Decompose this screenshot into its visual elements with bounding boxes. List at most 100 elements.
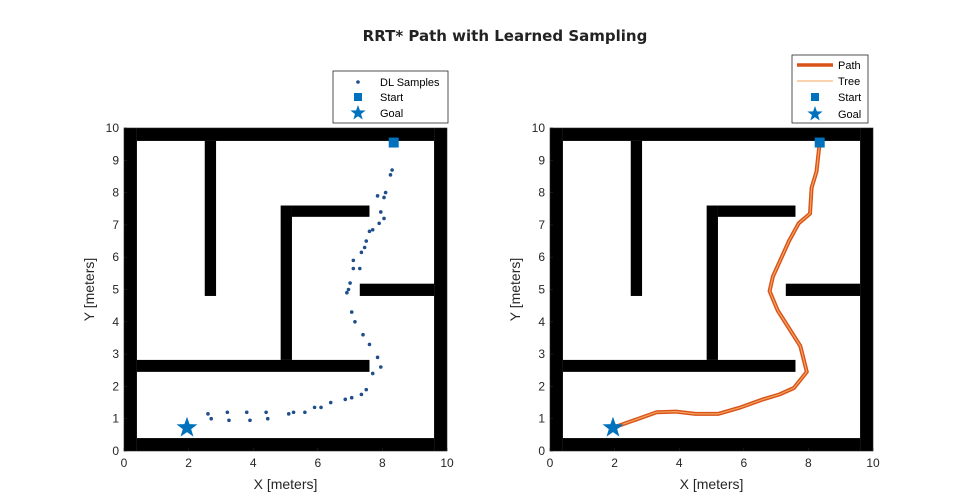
dl-sample-point	[227, 418, 231, 423]
dl-sample-point	[378, 365, 383, 369]
wall-segment	[124, 128, 137, 451]
axis-ticks: 0 2 4 6 8 10 0 1 2 3 4 5 6 7 8 9 10	[532, 121, 880, 470]
wall-segment	[562, 438, 861, 451]
wall-segment	[785, 283, 861, 296]
wall-segment	[562, 128, 861, 141]
legend-label-start: Start	[380, 92, 403, 104]
figure-title: RRT* Path with Learned Sampling	[363, 27, 648, 45]
y-tick-label: 10	[532, 121, 546, 135]
x-tick-label: 4	[250, 456, 257, 470]
start-goal-markers	[176, 137, 399, 437]
legend-label-dl-samples: DL Samples	[380, 77, 440, 89]
goal-star-icon	[602, 416, 624, 437]
wall-segment	[204, 140, 217, 296]
wall-segment	[136, 128, 435, 141]
right-plot: 0 2 4 6 8 10 0 1 2 3 4 5 6 7 8 9 10 X [meters] Y [meters…	[507, 54, 880, 492]
dl-sample-point	[370, 227, 375, 232]
dl-sample-point	[367, 229, 372, 234]
dl-sample-point	[359, 250, 364, 255]
goal-star-icon	[176, 416, 198, 437]
y-tick-label: 5	[112, 283, 119, 297]
left-plot: 0 2 4 6 8 10 0 1 2 3 4 5 6 7 8 9 10 X [meters] Y [meters…	[81, 70, 454, 492]
dl-sample-point	[349, 395, 354, 400]
wall-segment	[136, 359, 370, 372]
dl-samples-series	[206, 168, 394, 423]
start-legend-marker	[354, 93, 362, 101]
y-tick-label: 0	[112, 444, 119, 458]
start-marker	[388, 137, 399, 148]
dl-sample-point	[383, 190, 388, 195]
x-tick-label: 2	[611, 456, 618, 470]
dl-sample-point	[351, 258, 356, 263]
legend-label-path: Path	[838, 60, 861, 72]
y-tick-label: 1	[538, 412, 545, 426]
x-tick-label: 0	[547, 456, 554, 470]
x-tick-label: 0	[121, 456, 128, 470]
x-axis-label: X [meters]	[680, 476, 744, 492]
dl-sample-point	[388, 173, 393, 177]
dl-sample-point	[209, 416, 214, 421]
legend-label-goal: Goal	[380, 108, 403, 120]
dl-sample-point	[364, 387, 369, 392]
start-legend-marker	[811, 93, 819, 101]
legend-label-goal: Goal	[838, 109, 861, 121]
dl-sample-point	[264, 410, 268, 415]
dl-sample-point	[377, 221, 381, 226]
y-tick-label: 10	[106, 121, 120, 135]
dl-sample-point	[248, 418, 252, 423]
x-tick-label: 6	[740, 456, 747, 470]
star-icon	[350, 105, 366, 120]
dl-sample-point	[244, 410, 249, 415]
dl-sample-point	[319, 405, 323, 410]
wall-segment	[630, 140, 643, 296]
dl-sample-point	[343, 397, 348, 402]
x-tick-label: 8	[805, 456, 812, 470]
axis-ticks: 0 2 4 6 8 10 0 1 2 3 4 5 6 7 8 9 10	[106, 121, 454, 470]
dl-sample-point	[328, 400, 333, 405]
y-tick-label: 8	[112, 186, 119, 200]
x-tick-label: 2	[185, 456, 192, 470]
dl-sample-point	[351, 266, 356, 271]
dl-sample-point	[312, 405, 317, 410]
legend-label-tree: Tree	[838, 76, 860, 88]
y-tick-label: 2	[112, 379, 119, 393]
dl-sample-point	[286, 412, 291, 416]
dl-sample-point	[225, 410, 230, 415]
dl-sample-point	[291, 410, 296, 415]
y-tick-label: 7	[538, 218, 545, 232]
dl-samples-legend-marker	[356, 80, 360, 84]
legend-label-start: Start	[838, 92, 861, 104]
y-tick-label: 9	[538, 153, 545, 167]
dl-sample-point	[382, 216, 386, 221]
wall-segment	[562, 359, 796, 372]
dl-sample-point	[206, 412, 210, 416]
wall-segment	[717, 205, 796, 217]
dl-sample-point	[382, 195, 386, 200]
wall-segment	[359, 283, 435, 296]
y-tick-label: 4	[112, 315, 119, 329]
legend: Path Tree Start Goal	[791, 54, 869, 124]
dl-sample-point	[353, 320, 357, 324]
x-tick-label: 8	[379, 456, 386, 470]
y-axis-label: Y [meters]	[507, 258, 523, 322]
dl-sample-point	[375, 355, 380, 360]
wall-segment	[280, 205, 292, 360]
dl-sample-point	[361, 332, 365, 337]
dl-sample-point	[348, 281, 352, 285]
path-series	[611, 140, 822, 430]
wall-segment	[291, 205, 370, 217]
dl-sample-point	[362, 245, 367, 250]
dl-sample-point	[364, 239, 369, 243]
y-tick-label: 1	[112, 412, 119, 426]
wall-segment	[706, 205, 718, 360]
dl-sample-point	[359, 392, 364, 397]
dl-sample-point	[375, 194, 380, 198]
dl-sample-point	[357, 266, 362, 271]
x-tick-label: 10	[440, 456, 454, 470]
dl-sample-point	[378, 210, 383, 214]
wall-segment	[434, 128, 447, 451]
x-tick-label: 10	[866, 456, 880, 470]
x-tick-label: 6	[314, 456, 321, 470]
dl-sample-point	[303, 410, 307, 415]
